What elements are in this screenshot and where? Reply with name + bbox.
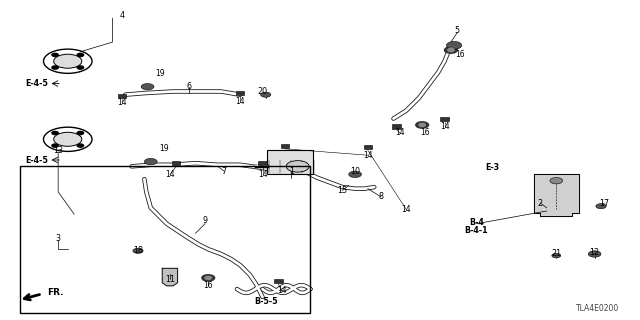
Circle shape	[416, 122, 429, 128]
Text: 3: 3	[56, 234, 61, 243]
Bar	[172, 161, 180, 165]
Text: 18: 18	[133, 246, 143, 255]
Text: 16: 16	[204, 281, 213, 290]
Text: 13: 13	[53, 146, 63, 155]
Text: 14: 14	[363, 151, 372, 160]
Text: 19: 19	[156, 69, 165, 78]
Text: 14: 14	[165, 170, 175, 179]
Text: 9: 9	[202, 216, 207, 225]
Circle shape	[52, 66, 58, 69]
Circle shape	[77, 144, 84, 147]
Text: 11: 11	[165, 275, 175, 284]
Circle shape	[52, 144, 58, 147]
Text: 17: 17	[599, 198, 609, 207]
Bar	[392, 124, 401, 129]
Circle shape	[550, 178, 563, 184]
Text: 10: 10	[350, 167, 360, 176]
Circle shape	[202, 275, 214, 281]
Text: 6: 6	[187, 82, 191, 91]
Circle shape	[552, 253, 561, 258]
Circle shape	[77, 53, 84, 57]
Text: B-5-5: B-5-5	[254, 297, 278, 306]
Circle shape	[52, 53, 58, 57]
Circle shape	[260, 92, 271, 97]
Circle shape	[54, 132, 82, 146]
Text: E-4-5: E-4-5	[25, 156, 48, 164]
Text: 5: 5	[455, 27, 460, 36]
Circle shape	[44, 127, 92, 151]
Text: 16: 16	[420, 128, 430, 137]
Circle shape	[286, 161, 309, 172]
Text: B-4: B-4	[469, 218, 484, 227]
Bar	[267, 150, 313, 174]
Circle shape	[77, 132, 84, 135]
Bar	[20, 166, 310, 313]
Bar	[440, 116, 449, 121]
Text: 16: 16	[456, 50, 465, 59]
Circle shape	[588, 251, 601, 257]
Circle shape	[448, 49, 454, 52]
Polygon shape	[163, 268, 177, 286]
Circle shape	[145, 158, 157, 165]
Text: 14: 14	[236, 97, 245, 106]
Circle shape	[52, 132, 58, 135]
Text: 14: 14	[117, 98, 127, 107]
Bar	[275, 279, 283, 283]
Circle shape	[44, 49, 92, 73]
Bar	[118, 94, 126, 98]
Text: 4: 4	[120, 11, 125, 20]
Circle shape	[133, 248, 143, 253]
Text: 2: 2	[538, 198, 543, 207]
Bar	[259, 161, 267, 165]
Text: 12: 12	[589, 248, 600, 257]
Text: 14: 14	[440, 122, 449, 131]
Bar	[281, 144, 289, 148]
Circle shape	[419, 123, 426, 126]
Circle shape	[54, 54, 82, 68]
Text: E-4-5: E-4-5	[25, 79, 48, 88]
Text: 1: 1	[289, 167, 294, 176]
Circle shape	[445, 47, 458, 53]
Text: 15: 15	[337, 186, 348, 195]
Text: 14: 14	[277, 286, 287, 295]
Circle shape	[447, 42, 462, 49]
Text: 14: 14	[258, 170, 268, 179]
Circle shape	[349, 171, 362, 178]
Circle shape	[77, 66, 84, 69]
Text: TLA4E0200: TLA4E0200	[576, 304, 620, 313]
Text: FR.: FR.	[47, 288, 63, 297]
Text: 14: 14	[401, 205, 411, 214]
Circle shape	[205, 276, 211, 279]
Polygon shape	[534, 174, 579, 216]
Text: 21: 21	[551, 250, 561, 259]
Bar	[364, 145, 372, 149]
Text: 8: 8	[378, 192, 383, 201]
Text: 7: 7	[221, 167, 227, 176]
Text: 19: 19	[159, 144, 168, 153]
Bar	[236, 91, 244, 95]
Circle shape	[141, 84, 154, 90]
Text: 20: 20	[257, 87, 268, 96]
Text: 14: 14	[395, 128, 404, 137]
Circle shape	[596, 204, 606, 209]
Text: B-4-1: B-4-1	[465, 226, 488, 235]
Text: E-3: E-3	[485, 164, 499, 172]
